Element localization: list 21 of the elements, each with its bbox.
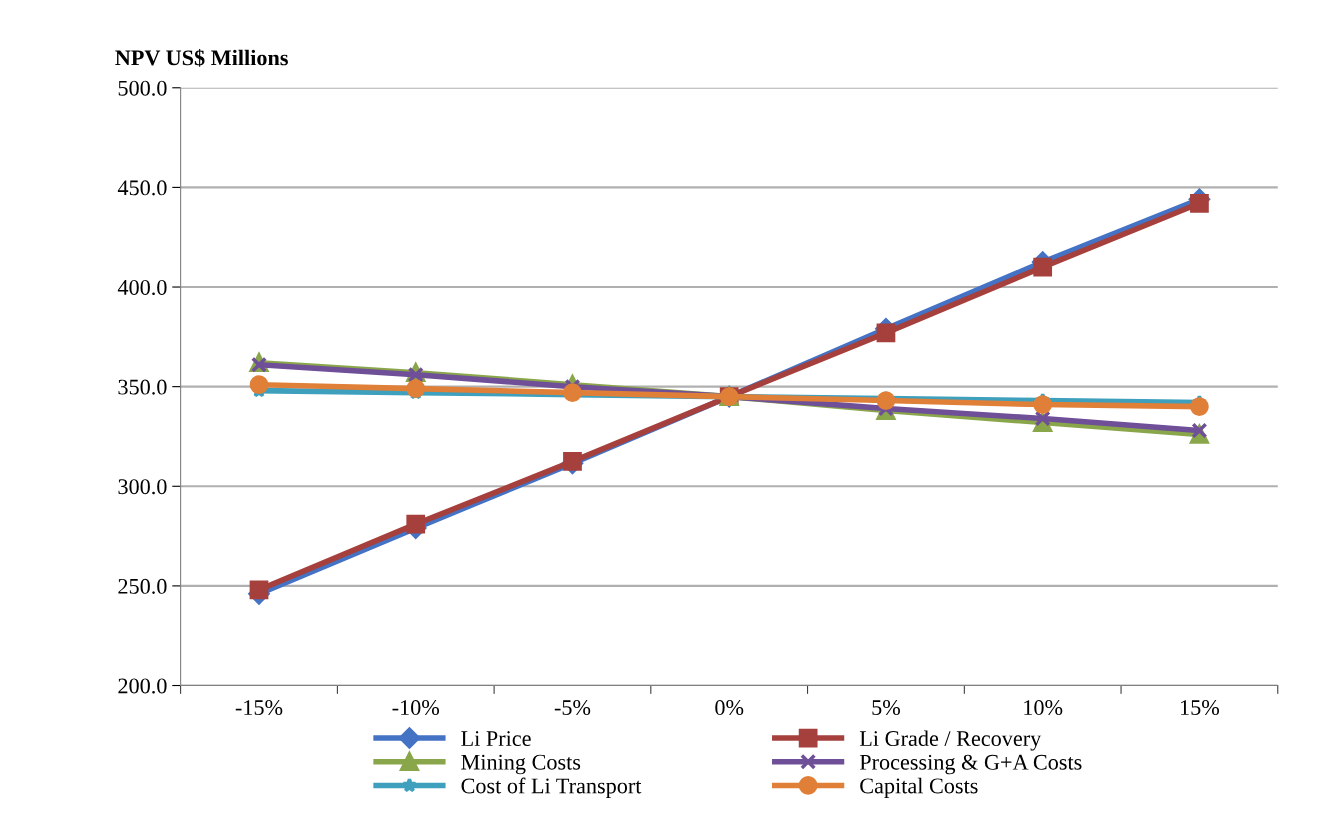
y-tick-label: 350.0 — [118, 379, 167, 395]
x-tick-label: 0% — [715, 700, 744, 716]
y-tick-label: 500.0 — [118, 80, 167, 96]
y-tick-label: 200.0 — [118, 678, 167, 694]
y-tick-label: 450.0 — [117, 180, 167, 196]
legend-label: Li Price — [461, 731, 531, 747]
legend-label: Capital Costs — [860, 777, 978, 798]
legend-label: Li Grade / Recovery — [859, 730, 1042, 751]
x-tick-label: -15% — [235, 700, 283, 716]
x-tick-label: 5% — [872, 700, 900, 716]
legend-label: Processing & G+A Costs — [859, 754, 1082, 775]
y-tick-label: 400.0 — [117, 279, 167, 296]
x-tick-label: 10% — [1024, 700, 1063, 716]
x-tick-label: -5% — [554, 700, 591, 716]
x-tick-label: -10% — [392, 700, 440, 716]
y-tick-label: 250.0 — [118, 578, 167, 594]
x-tick-label: 15% — [1181, 700, 1220, 716]
legend-label: Mining Costs — [461, 754, 581, 775]
legend-label: Cost of Li Transport — [461, 777, 642, 798]
y-axis-title: NPV US$ Millions — [115, 49, 288, 67]
y-tick-label: 300.0 — [118, 479, 167, 495]
